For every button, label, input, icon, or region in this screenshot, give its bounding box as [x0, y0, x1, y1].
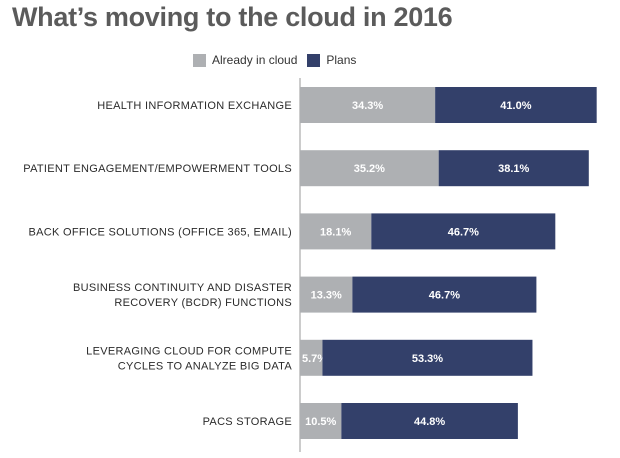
bar-already [300, 150, 439, 187]
legend-label-already: Already in cloud [212, 53, 298, 67]
bar-plans [322, 339, 533, 376]
legend-label-plans: Plans [326, 53, 357, 67]
category-label: RECOVERY (BCDR) FUNCTIONS [114, 297, 292, 309]
data-label-plans: 46.7% [448, 226, 479, 238]
category-label: HEALTH INFORMATION EXCHANGE [97, 100, 292, 112]
data-label-plans: 53.3% [412, 353, 443, 365]
data-label-already: 34.3% [352, 100, 383, 112]
category-label: PATIENT ENGAGEMENT/EMPOWERMENT TOOLS [23, 163, 292, 175]
bar-plans [371, 213, 556, 250]
category-label: BACK OFFICE SOLUTIONS (OFFICE 365, EMAIL… [28, 226, 292, 238]
legend-swatch-already [193, 53, 206, 67]
data-label-already: 18.1% [320, 226, 351, 238]
category-label: PACS STORAGE [203, 416, 292, 428]
data-label-already: 5.7% [302, 353, 327, 365]
category-label: LEVERAGING CLOUD FOR COMPUTE [86, 345, 292, 357]
bar-already [300, 339, 323, 376]
data-label-already: 10.5% [305, 416, 336, 428]
bar-plans [435, 87, 597, 123]
legend-swatch-plans [307, 53, 321, 67]
data-label-already: 35.2% [354, 163, 385, 175]
category-label: BUSINESS CONTINUITY AND DISASTER [73, 282, 292, 294]
legend-item-already: Already in cloud [193, 53, 297, 67]
data-label-plans: 38.1% [498, 163, 529, 175]
data-label-plans: 44.8% [414, 416, 445, 428]
chart-title: What’s moving to the cloud in 2016 [12, 2, 453, 32]
bar-already [300, 87, 436, 123]
bar-already [300, 276, 353, 313]
bar-plans [352, 276, 537, 313]
bar-plans [438, 150, 589, 187]
legend: Already in cloud Plans [193, 53, 366, 67]
category-label: CYCLES TO ANALYZE BIG DATA [118, 360, 293, 372]
data-label-plans: 46.7% [429, 290, 460, 302]
bar-plans [341, 403, 518, 439]
legend-item-plans: Plans [307, 53, 356, 67]
bar-already [300, 403, 342, 439]
bar-already [300, 213, 372, 250]
data-label-already: 13.3% [311, 290, 342, 302]
data-label-plans: 41.0% [500, 100, 531, 112]
